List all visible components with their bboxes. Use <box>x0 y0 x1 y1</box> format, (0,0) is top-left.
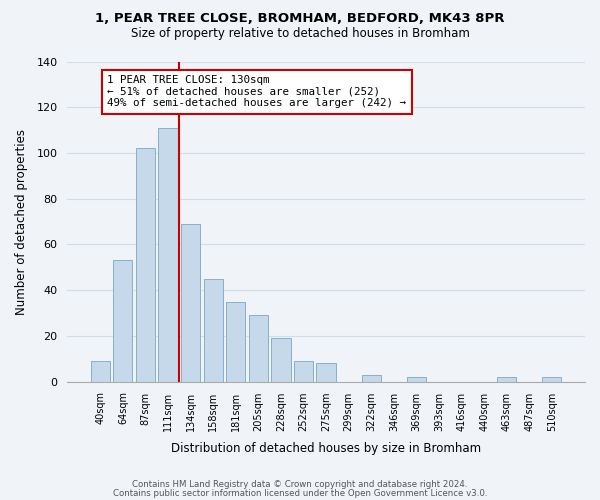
Text: Size of property relative to detached houses in Bromham: Size of property relative to detached ho… <box>131 28 469 40</box>
Bar <box>226 302 245 382</box>
Bar <box>316 364 335 382</box>
Bar <box>249 316 268 382</box>
Bar <box>294 361 313 382</box>
Bar <box>271 338 290 382</box>
Text: Contains HM Land Registry data © Crown copyright and database right 2024.: Contains HM Land Registry data © Crown c… <box>132 480 468 489</box>
Bar <box>136 148 155 382</box>
Text: Contains public sector information licensed under the Open Government Licence v3: Contains public sector information licen… <box>113 488 487 498</box>
Text: 1, PEAR TREE CLOSE, BROMHAM, BEDFORD, MK43 8PR: 1, PEAR TREE CLOSE, BROMHAM, BEDFORD, MK… <box>95 12 505 26</box>
Bar <box>407 377 426 382</box>
Bar <box>91 361 110 382</box>
Bar <box>542 377 562 382</box>
Bar <box>497 377 517 382</box>
Bar <box>203 279 223 382</box>
Bar <box>362 375 381 382</box>
X-axis label: Distribution of detached houses by size in Bromham: Distribution of detached houses by size … <box>171 442 481 455</box>
Y-axis label: Number of detached properties: Number of detached properties <box>15 128 28 314</box>
Bar <box>158 128 178 382</box>
Text: 1 PEAR TREE CLOSE: 130sqm
← 51% of detached houses are smaller (252)
49% of semi: 1 PEAR TREE CLOSE: 130sqm ← 51% of detac… <box>107 75 406 108</box>
Bar <box>113 260 133 382</box>
Bar <box>181 224 200 382</box>
